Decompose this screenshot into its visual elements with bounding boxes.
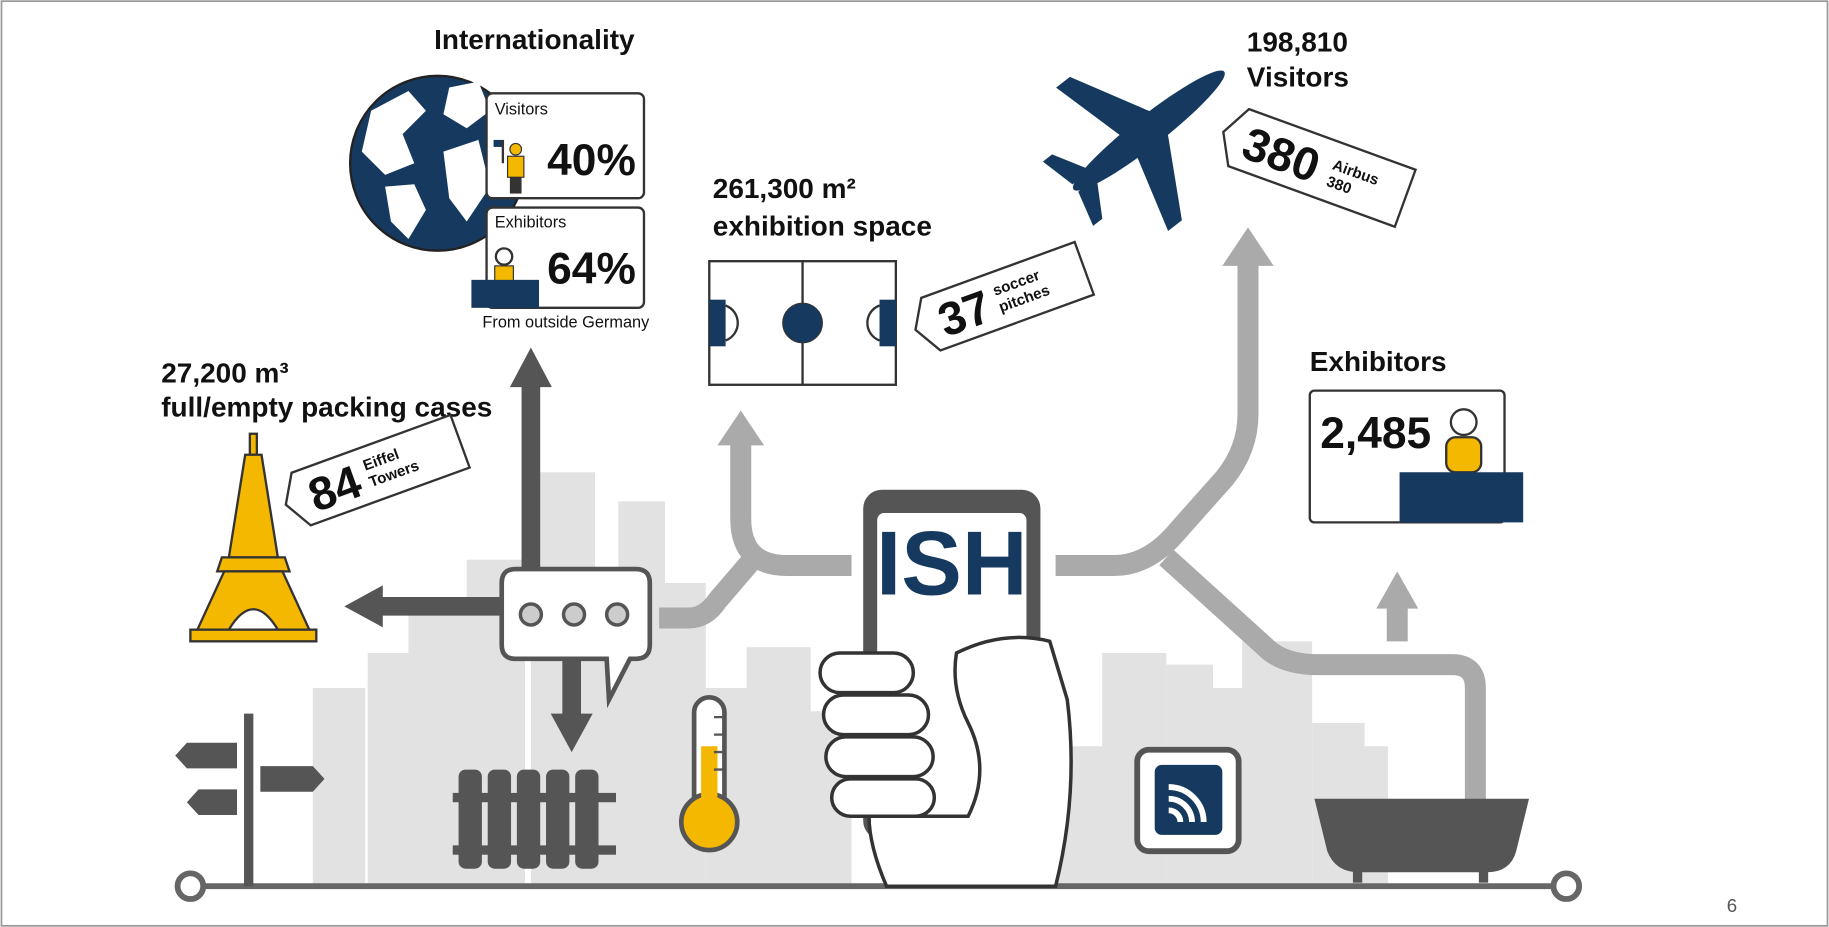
exhibitor-icon-part [1451, 409, 1477, 435]
radiator [453, 770, 616, 869]
visitor-icon-part [508, 156, 524, 177]
speech-bubble-part [607, 604, 628, 625]
page-number: 6 [1727, 895, 1737, 916]
hand-part [832, 779, 935, 816]
soccer-pitch-part [709, 300, 725, 347]
speech-bubble-part [564, 604, 585, 625]
radiator-part [488, 770, 511, 869]
radiator-part [546, 770, 569, 869]
box-label: Visitors [495, 100, 548, 118]
bathtub [1314, 799, 1529, 883]
visitor-icon-part [510, 177, 522, 193]
soccer-pitch [709, 261, 896, 385]
stat-label: exhibition space [713, 211, 932, 242]
eiffel-tower-part [217, 557, 289, 571]
note: From outside Germany [482, 314, 650, 332]
skyline-part [313, 688, 365, 886]
hand-part [820, 653, 913, 693]
visitor-icon-part [510, 143, 522, 155]
box-label: Exhibitors [495, 213, 567, 231]
share-value: 40% [547, 136, 636, 185]
radiator-part [575, 770, 598, 869]
bathtub-part [1314, 799, 1529, 872]
soccer-pitch-part [783, 303, 823, 343]
exhibitor-icon-part [495, 266, 514, 282]
section-title: Exhibitors [1310, 346, 1447, 377]
bathtub-part [1479, 869, 1488, 883]
logo: ISH [876, 514, 1028, 615]
hand-part [826, 737, 933, 777]
baseline-end [178, 873, 204, 899]
visitor-icon-part [494, 140, 503, 147]
bathtub-part [1353, 869, 1362, 883]
exhibitor-icon-part [1446, 437, 1481, 472]
eiffel-tower-part [250, 434, 257, 455]
skyline-part [368, 653, 415, 886]
page: {"page_number": "6", "logo": "ISH", "int… [0, 0, 1829, 927]
thermometer-part [701, 746, 717, 822]
share-value: 64% [547, 244, 636, 293]
signpost-part [244, 714, 253, 887]
speech-bubble-part [520, 604, 541, 625]
radiator-part [517, 770, 540, 869]
stat-amount: 261,300 m² [713, 173, 856, 204]
skyline-part [747, 647, 811, 886]
stat-amount: 27,200 m³ [161, 357, 289, 388]
hand-part [824, 695, 929, 735]
infographic: Internationality Visitors 40% Exhibitors… [0, 0, 1829, 927]
exhibitor-icon-part [471, 280, 539, 308]
soccer-pitch-part [880, 300, 896, 347]
signpost-part [260, 766, 324, 792]
signpost-part [175, 743, 237, 769]
stat-amount: 198,810 [1247, 26, 1348, 57]
stat-amount: 2,485 [1320, 409, 1431, 458]
stat-label: Visitors [1247, 61, 1349, 92]
exhibitor-icon-part [496, 248, 512, 264]
baseline-end [1553, 873, 1579, 899]
radiator-part [459, 770, 482, 869]
exhibitor-icon-part [1400, 472, 1524, 522]
eiffel-tower-part [190, 630, 316, 642]
section-title: Internationality [434, 24, 635, 55]
wifi-icon [1137, 750, 1238, 851]
skyline-part [1242, 641, 1312, 886]
wifi-icon-part [1155, 765, 1223, 835]
